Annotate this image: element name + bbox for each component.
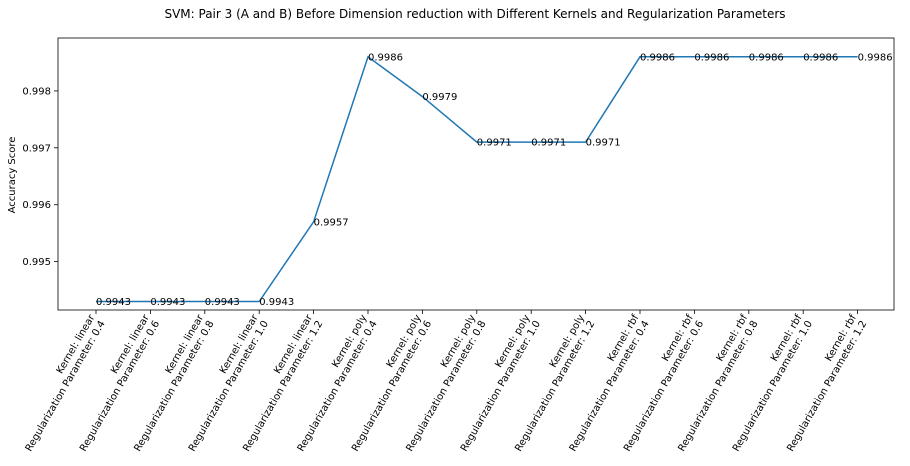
data-value-label: 0.9986 <box>640 52 675 63</box>
plot-area <box>57 37 895 311</box>
data-value-label: 0.9986 <box>694 52 729 63</box>
data-value-label: 0.9979 <box>422 92 457 103</box>
data-value-label: 0.9986 <box>368 52 403 63</box>
data-value-label: 0.9971 <box>586 138 621 149</box>
data-value-label: 0.9943 <box>259 297 294 308</box>
data-value-label: 0.9957 <box>314 217 349 228</box>
data-value-label: 0.9986 <box>858 52 893 63</box>
data-value-label: 0.9986 <box>749 52 784 63</box>
data-labels: 0.9943 0.9943 0.9943 0.9943 0.9957 0.9986 0.99… <box>95 52 893 308</box>
y-tick-label: 0.998 <box>22 86 51 97</box>
y-tick-label: 0.995 <box>22 257 51 268</box>
chart-title: SVM: Pair 3 (A and B) Before Dimension r… <box>164 7 785 21</box>
y-tick-label: 0.996 <box>22 200 51 211</box>
data-value-label: 0.9943 <box>205 297 240 308</box>
data-value-label: 0.9971 <box>477 138 512 149</box>
data-value-label: 0.9971 <box>531 138 566 149</box>
data-value-label: 0.9986 <box>803 52 838 63</box>
data-value-label: 0.9943 <box>96 297 131 308</box>
accuracy-series-line <box>96 55 858 303</box>
y-axis-label: Accuracy Score <box>7 137 18 214</box>
y-axis: 0.995 0.996 0.997 0.998 <box>22 86 58 268</box>
data-value-label: 0.9943 <box>150 297 185 308</box>
y-tick-label: 0.997 <box>22 143 51 154</box>
